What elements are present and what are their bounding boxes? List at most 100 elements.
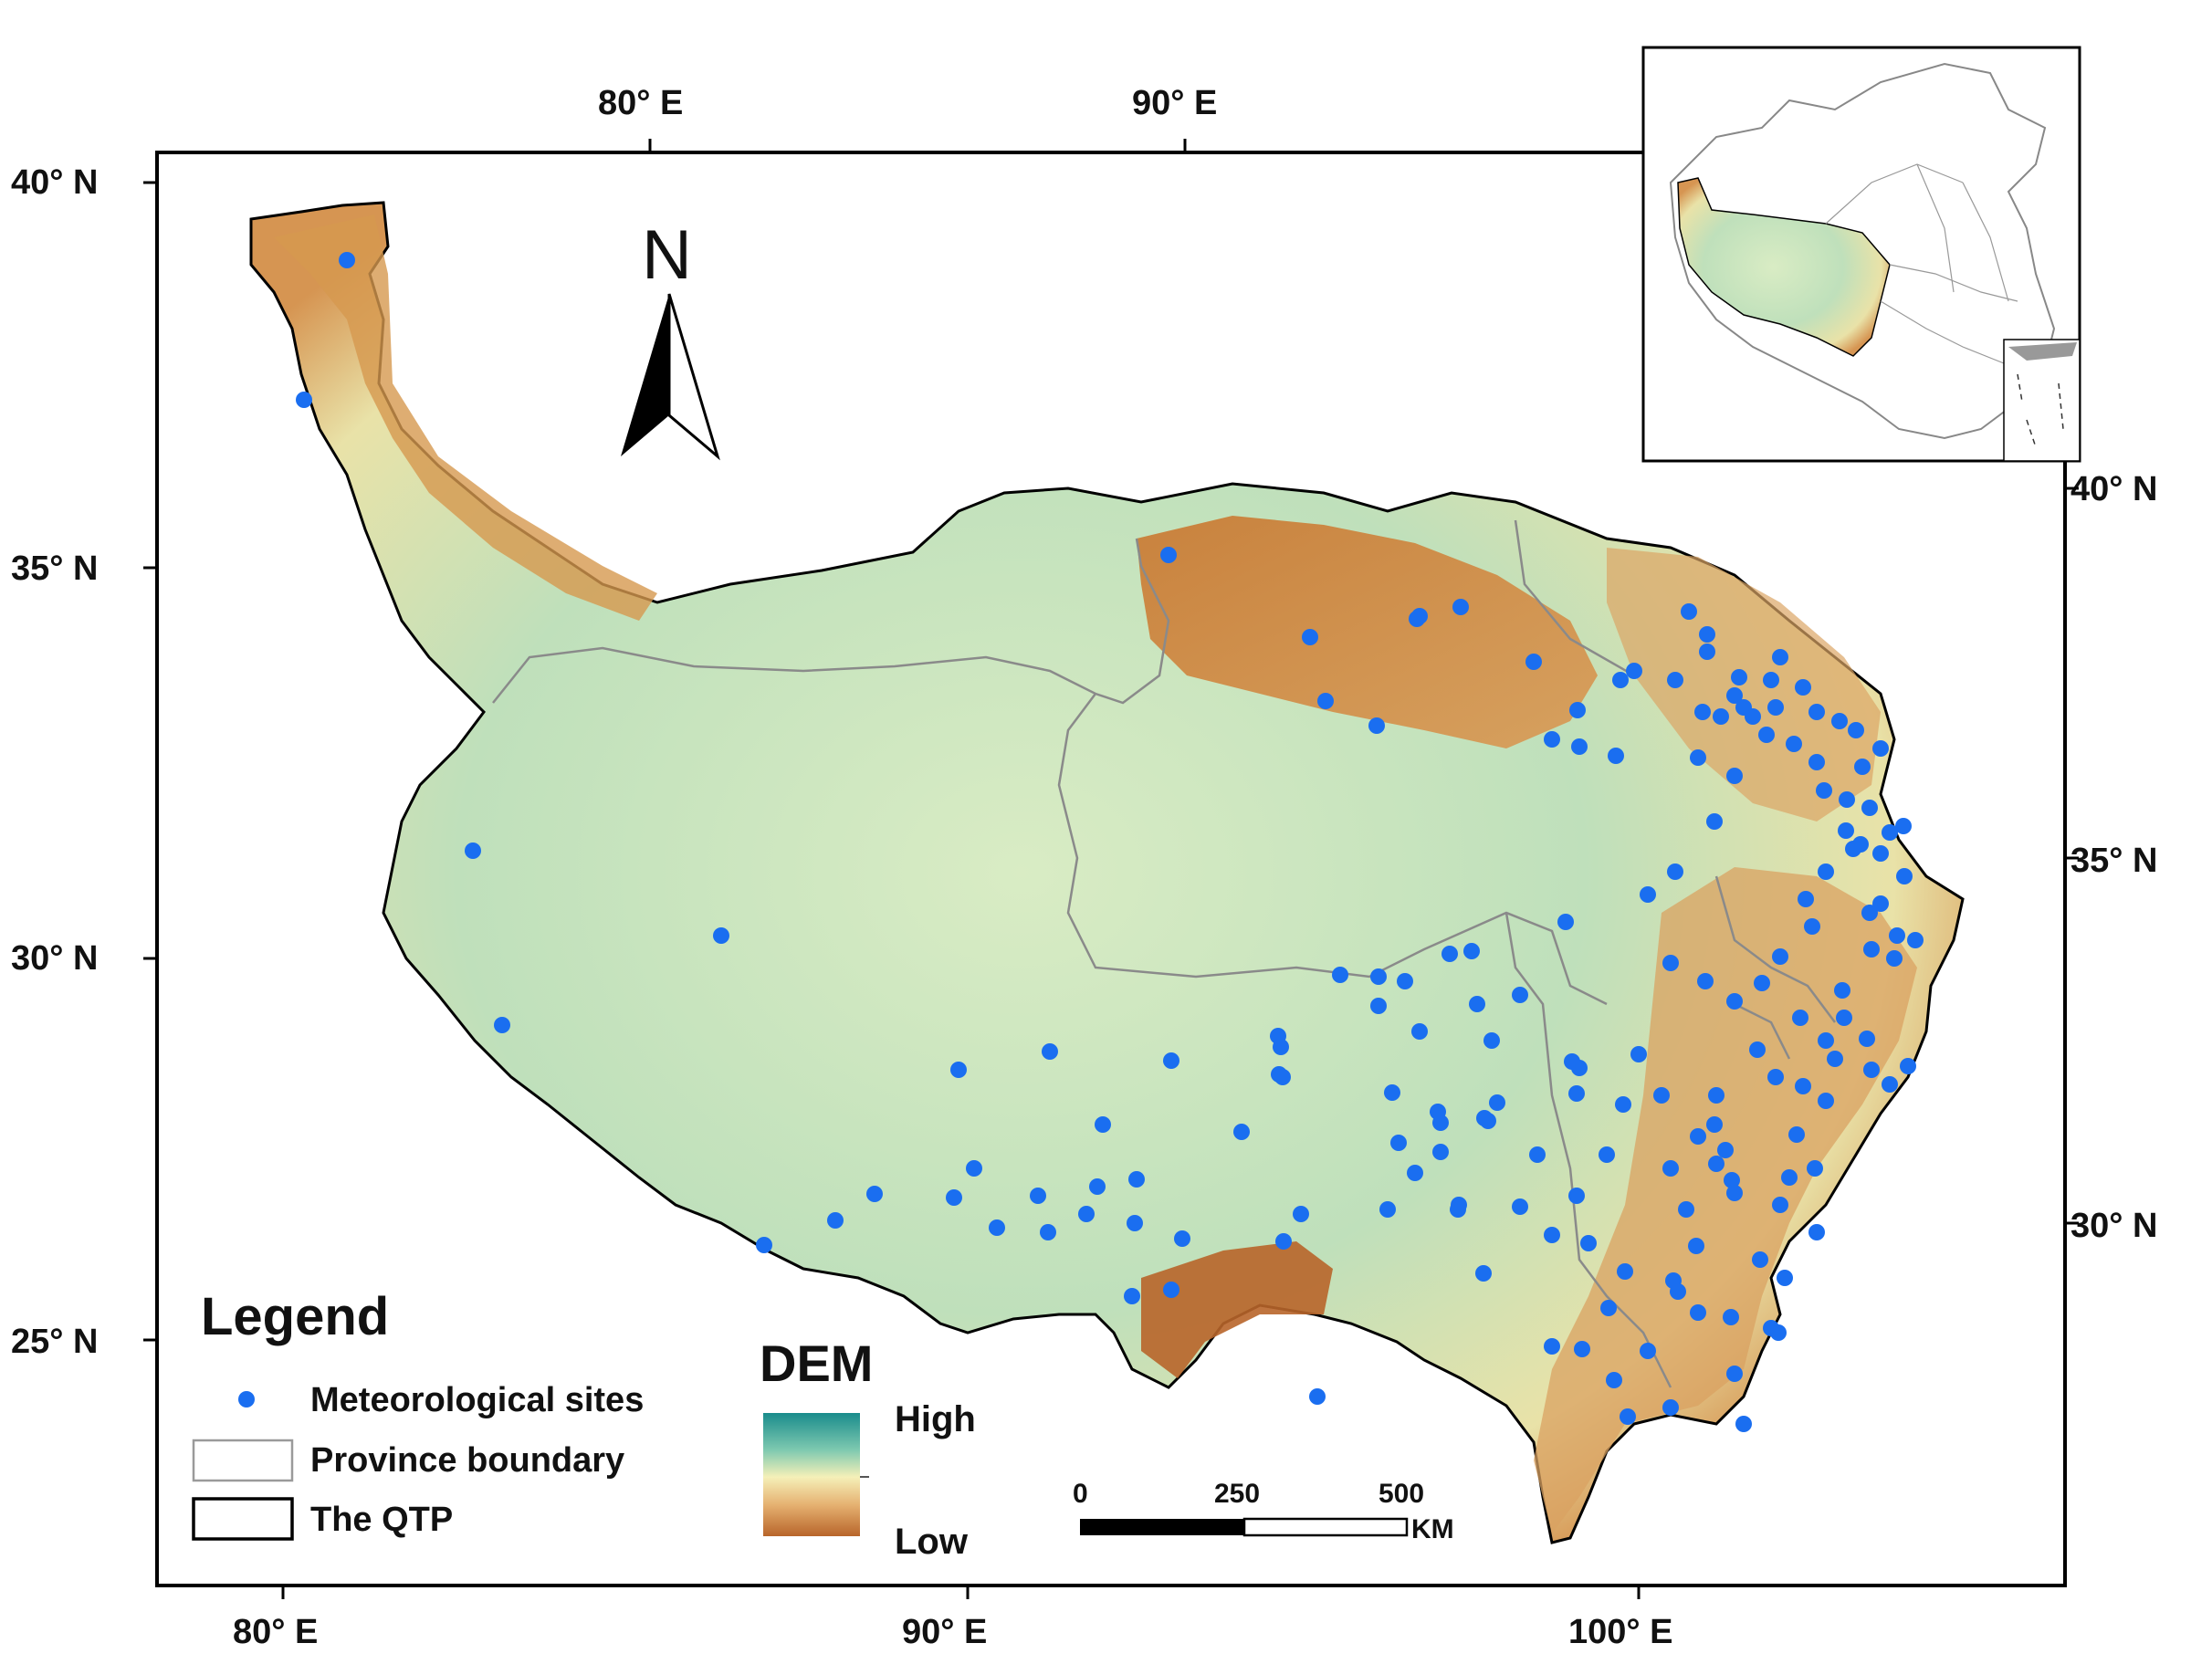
meteorological-site-marker	[1726, 1366, 1743, 1382]
legend-item-label: Province boundary	[310, 1441, 624, 1480]
axis-labels: 80° E 90° E 100° E 80° E 90° E 40° N 35°…	[11, 84, 2157, 1651]
meteorological-site-marker	[339, 252, 355, 268]
meteorological-site-marker	[1838, 822, 1854, 839]
meteorological-site-marker	[1317, 693, 1334, 709]
meteorological-site-marker	[1723, 1309, 1739, 1325]
site-dot-icon	[238, 1391, 255, 1408]
meteorological-site-marker	[1568, 1085, 1585, 1102]
meteorological-site-marker	[1854, 759, 1871, 775]
meteorological-site-marker	[1717, 1142, 1734, 1158]
meteorological-site-marker	[1124, 1288, 1140, 1304]
meteorological-site-marker	[1781, 1169, 1798, 1186]
meteorological-site-marker	[1163, 1282, 1179, 1298]
north-arrow-icon: N	[621, 216, 720, 461]
meteorological-site-marker	[989, 1219, 1005, 1236]
left-tick-label: 30° N	[11, 939, 98, 978]
meteorological-site-marker	[1772, 649, 1788, 665]
inset-south-sea-dashes	[2017, 373, 2064, 448]
meteorological-site-marker	[1370, 998, 1387, 1014]
meteorological-site-marker	[1640, 886, 1656, 903]
meteorological-site-marker	[1699, 644, 1715, 660]
right-tick-label: 30° N	[2070, 1207, 2157, 1245]
meteorological-site-marker	[1293, 1206, 1309, 1222]
meteorological-site-marker	[827, 1212, 844, 1229]
meteorological-site-marker	[1758, 727, 1775, 743]
province-box-icon	[192, 1439, 294, 1482]
meteorological-site-marker	[1662, 955, 1679, 971]
meteorological-site-marker	[1795, 679, 1811, 696]
right-tick-label: 40° N	[2070, 470, 2157, 508]
meteorological-site-marker	[1886, 950, 1903, 967]
meteorological-site-marker	[1708, 1087, 1725, 1104]
meteorological-site-marker	[1818, 1032, 1834, 1049]
meteorological-site-marker	[1735, 1416, 1752, 1432]
meteorological-site-marker	[1788, 1126, 1805, 1143]
province-boundary-line	[1734, 1002, 1791, 1060]
legend: Legend Meteorological sites Province bou…	[192, 1287, 644, 1541]
meteorological-site-marker	[1615, 1096, 1631, 1113]
meteorological-site-marker	[1089, 1178, 1106, 1195]
meteorological-site-marker	[1798, 891, 1814, 907]
province-boundary-line	[1057, 693, 1608, 1006]
legend-item-label: The QTP	[310, 1501, 453, 1539]
meteorological-site-marker	[1861, 905, 1878, 921]
meteorological-site-marker	[1772, 948, 1788, 965]
province-boundary-line	[1514, 519, 1635, 677]
north-label: N	[642, 216, 692, 294]
qtp-outline	[249, 201, 1965, 1544]
sites-layer	[296, 252, 1924, 1432]
legend-title: Legend	[201, 1287, 389, 1346]
meteorological-site-marker	[1767, 699, 1784, 716]
bottom-tick-label: 90° E	[902, 1613, 987, 1651]
meteorological-site-marker	[1441, 946, 1458, 962]
meteorological-site-marker	[1409, 611, 1425, 627]
meteorological-site-marker	[1384, 1084, 1400, 1101]
meteorological-site-marker	[1608, 748, 1624, 764]
meteorological-site-marker	[1831, 713, 1848, 729]
meteorological-site-marker	[1836, 1010, 1852, 1026]
meteorological-site-marker	[1752, 1251, 1768, 1268]
meteorological-site-marker	[1863, 941, 1880, 958]
inset-south-sea-shape	[2008, 342, 2077, 361]
meteorological-site-marker	[1694, 704, 1711, 720]
meteorological-site-marker	[1599, 1146, 1615, 1163]
inset-province-lines	[1825, 163, 2018, 366]
meteorological-site-marker	[1662, 1160, 1679, 1177]
meteorological-site-marker	[1772, 1197, 1788, 1213]
meteorological-site-marker	[1407, 1165, 1423, 1181]
meteorological-site-marker	[1848, 722, 1864, 738]
dem-color-ramp	[763, 1413, 860, 1536]
meteorological-site-marker	[1690, 1128, 1706, 1145]
top-tick-label: 90° E	[1132, 84, 1217, 122]
meteorological-site-marker	[966, 1160, 982, 1177]
meteorological-site-marker	[1754, 975, 1770, 991]
dem-low-label: Low	[895, 1522, 969, 1562]
meteorological-site-marker	[1275, 1233, 1292, 1250]
meteorological-site-marker	[1863, 1062, 1880, 1078]
inset-qtp	[1677, 177, 1891, 357]
dem-title: DEM	[760, 1334, 873, 1392]
meteorological-site-marker	[1889, 927, 1905, 944]
meteorological-site-marker	[1795, 1078, 1811, 1094]
meteorological-site-marker	[1512, 987, 1528, 1003]
meteorological-site-marker	[1690, 1304, 1706, 1321]
meteorological-site-marker	[1042, 1043, 1058, 1060]
meteorological-site-marker	[1808, 704, 1825, 720]
meteorological-site-marker	[1630, 1046, 1647, 1062]
meteorological-site-marker	[1872, 895, 1889, 912]
meteorological-site-marker	[1332, 967, 1348, 983]
scale-bar: 0 250 500 KM	[1073, 1479, 1454, 1544]
qtp-region	[249, 201, 1965, 1544]
meteorological-site-marker	[1078, 1206, 1095, 1222]
meteorological-site-marker	[950, 1062, 967, 1078]
meteorological-site-marker	[946, 1189, 962, 1206]
meteorological-site-marker	[1859, 1031, 1875, 1047]
meteorological-site-marker	[1895, 818, 1912, 834]
meteorological-site-marker	[1839, 791, 1855, 808]
meteorological-site-marker	[1662, 1399, 1679, 1416]
meteorological-site-marker	[1653, 1087, 1670, 1104]
meteorological-site-marker	[1571, 738, 1588, 755]
meteorological-site-marker	[1749, 1041, 1766, 1058]
inset-map	[1641, 46, 2081, 463]
meteorological-site-marker	[1432, 1115, 1449, 1131]
